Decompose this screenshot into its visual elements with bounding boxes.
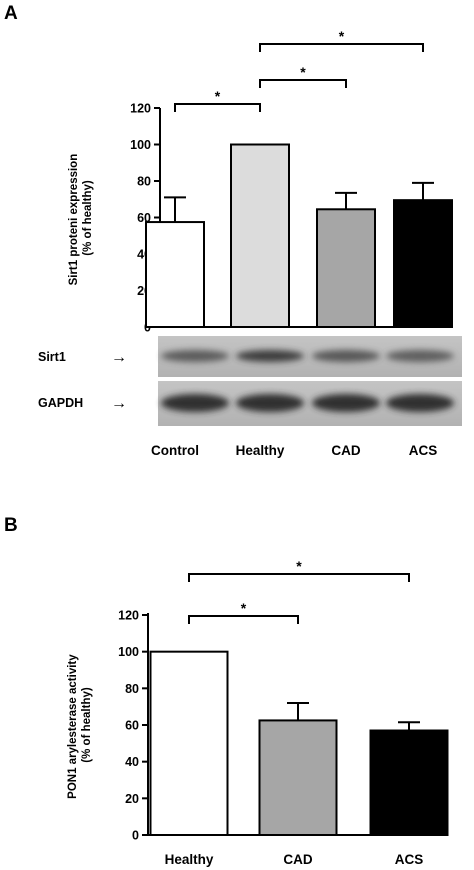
chart-b: PON1 arylesterase activity (% of healthy… [67, 558, 449, 867]
chart-b-category-label: Healthy [165, 852, 214, 867]
chart-b-category-label: CAD [283, 852, 312, 867]
chart-a-y-tick-label: 100 [130, 138, 151, 152]
western-blot: Sirt1 → GAPDH → Control Healthy CAD ACS [38, 336, 462, 458]
chart-a-bar-control [145, 221, 205, 328]
chart-a-ylabel-line1: Sirt1 proteni expression [68, 154, 80, 286]
chart-a-y-tick-label: 80 [137, 175, 151, 189]
blot-band-sirt1 [386, 350, 454, 362]
chart-a-significance-star: * [339, 28, 345, 44]
chart-a-category-label: CAD [331, 443, 360, 458]
chart-a-significance-star: * [300, 64, 306, 80]
panel-b-letter: B [4, 515, 18, 536]
blot-bands [161, 350, 454, 412]
chart-a-significance-bracket [259, 79, 347, 88]
chart-b-bar-cad [258, 719, 338, 837]
chart-a-category-label: Control [151, 443, 199, 458]
chart-a-bar-cad [316, 208, 376, 329]
chart-b-significance-bracket [188, 615, 299, 624]
blot-label-sirt1: Sirt1 [38, 350, 66, 364]
chart-b-y-tick-label: 20 [125, 792, 139, 806]
chart-b-ylabel: PON1 arylesterase activity (% of healthy… [67, 651, 93, 799]
blot-arrow-gapdh: → [111, 395, 127, 412]
chart-b-y-tick-label: 120 [118, 609, 139, 623]
chart-a-significance-star: * [215, 88, 221, 104]
blot-band-gapdh [312, 394, 380, 412]
blot-band-gapdh [386, 394, 454, 412]
chart-a-category-label: Healthy [236, 443, 285, 458]
chart-a-bar-healthy [230, 143, 290, 328]
chart-a-error-bars [164, 181, 434, 223]
blot-label-gapdh: GAPDH [38, 396, 83, 410]
blot-band-gapdh [161, 394, 229, 412]
panel-a-letter: A [4, 3, 18, 24]
chart-b-bar-healthy [149, 650, 229, 837]
chart-a-bar-acs [393, 199, 453, 329]
chart-b-significance-star: * [296, 558, 302, 574]
chart-b-bar-acs [369, 729, 449, 836]
chart-a-ylabel: Sirt1 proteni expression (% of healthy) [68, 151, 94, 286]
chart-b-category-labels: Healthy CAD ACS [165, 852, 424, 867]
chart-a-ylabel-line2: (% of healthy) [82, 180, 94, 256]
chart-b-error-bars [287, 702, 420, 731]
blot-band-sirt1 [236, 350, 304, 362]
chart-b-category-label: ACS [395, 852, 424, 867]
blot-band-sirt1 [312, 350, 380, 362]
chart-a-significance: * * * [174, 28, 424, 112]
chart-a-y-tick-label: 120 [130, 102, 151, 116]
chart-a-category-labels: Control Healthy CAD ACS [151, 443, 437, 458]
chart-b-significance-bracket [188, 573, 410, 582]
chart-b-y-ticks: 0 20 40 60 80 100 120 [118, 609, 148, 843]
chart-b-ylabel-line2: (% of healthy) [81, 687, 93, 763]
chart-b-significance-star: * [241, 600, 247, 616]
chart-a-significance-bracket [174, 103, 261, 112]
chart-b-y-tick-label: 40 [125, 755, 139, 769]
chart-b-y-tick-label: 60 [125, 719, 139, 733]
chart-b-y-tick-label: 80 [125, 682, 139, 696]
chart-b-y-tick-label: 100 [118, 645, 139, 659]
chart-a-significance-bracket [259, 43, 424, 52]
chart-a-category-label: ACS [409, 443, 438, 458]
chart-b-bars [149, 650, 449, 837]
chart-a: Sirt1 proteni expression (% of healthy) … [68, 28, 453, 335]
chart-b-significance: ** [188, 558, 410, 624]
blot-band-sirt1 [161, 350, 229, 362]
blot-band-gapdh [236, 394, 304, 412]
blot-arrow-sirt1: → [111, 349, 127, 366]
chart-a-bars [145, 143, 453, 329]
chart-b-y-tick-label: 0 [132, 829, 139, 843]
chart-b-ylabel-line1: PON1 arylesterase activity [67, 654, 79, 799]
